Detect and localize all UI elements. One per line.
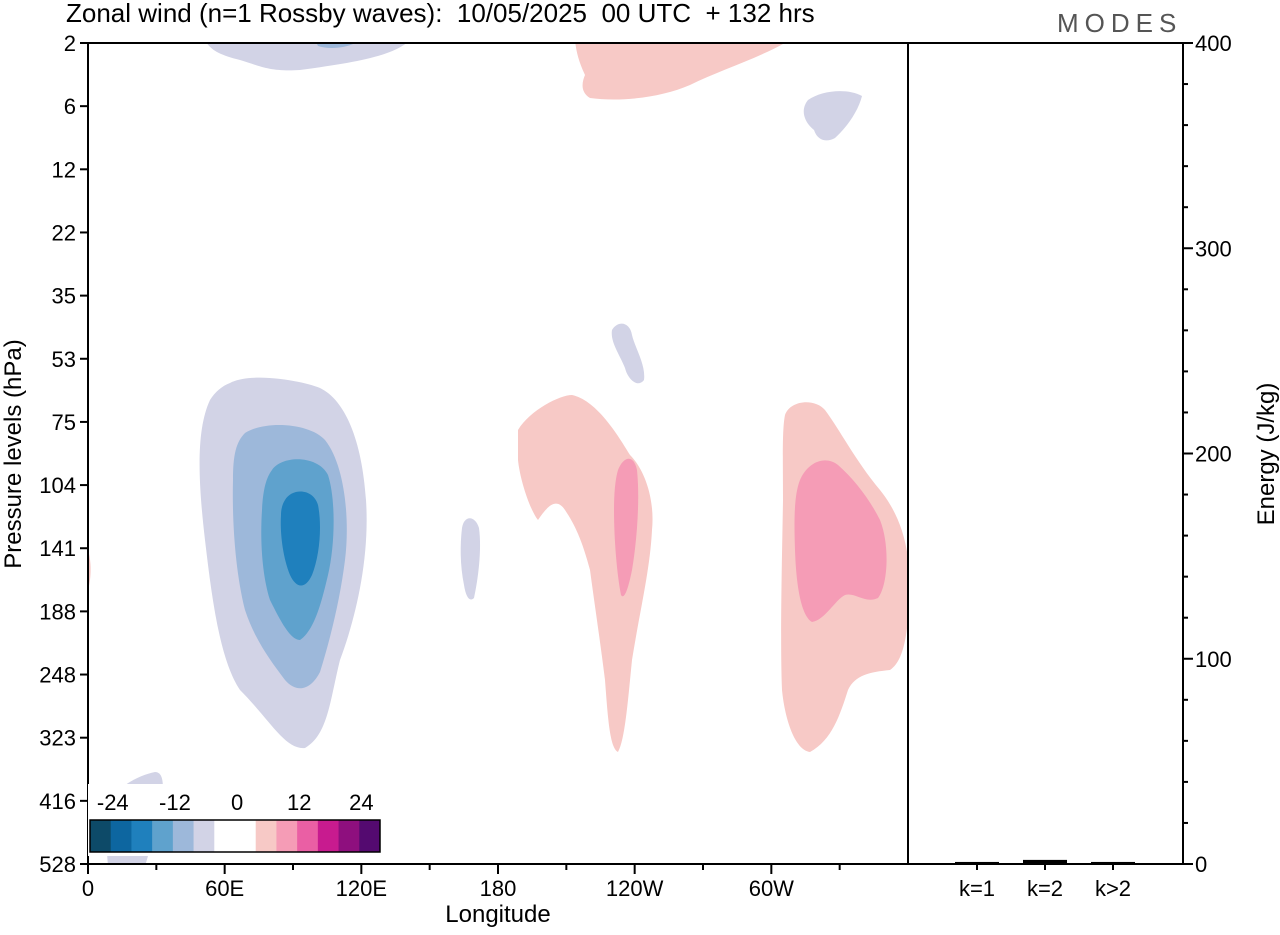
colorbar-swatch — [276, 820, 298, 852]
y-tick-label: 528 — [39, 852, 76, 877]
y-tick-label: 12 — [52, 157, 76, 182]
colorbar-swatch — [297, 820, 319, 852]
y-tick-label: 188 — [39, 599, 76, 624]
y-tick-label: 2 — [64, 31, 76, 56]
y-tick-label: 141 — [39, 536, 76, 561]
energy-category-label: k=2 — [1027, 876, 1063, 901]
colorbar: -24 -12 0 12 24 — [88, 784, 382, 856]
y-tick-label: 75 — [52, 410, 76, 435]
x-tick-label: 180 — [480, 876, 517, 901]
energy-bar — [955, 861, 999, 864]
contour-neg-blob-141 — [460, 518, 481, 600]
contour-neg-blob-53 — [611, 323, 645, 384]
colorbar-swatch — [90, 820, 112, 852]
contour-neg-blob-6 — [803, 91, 862, 141]
colorbar-swatch — [359, 820, 381, 852]
colorbar-swatch — [255, 820, 277, 852]
colorbar-swatch — [110, 820, 132, 852]
contour-neg-top-left — [206, 43, 407, 71]
colorbar-swatch — [193, 820, 215, 852]
y-tick-label: 416 — [39, 789, 76, 814]
energy-bar — [1091, 861, 1135, 864]
y-tick-label: 104 — [39, 473, 76, 498]
x-axis-label: Longitude — [445, 901, 550, 928]
modes-logo: MODES — [1057, 8, 1183, 38]
contour-field — [88, 43, 908, 864]
contour-pos-right-level2 — [794, 460, 887, 622]
contour-pos-mid-level1 — [518, 395, 653, 752]
colorbar-label: -12 — [159, 790, 191, 815]
energy-tick-label: 400 — [1195, 31, 1232, 56]
colorbar-swatch — [131, 820, 153, 852]
x-tick-label: 120W — [606, 876, 664, 901]
y-tick-label: 53 — [52, 347, 76, 372]
colorbar-label: -24 — [97, 790, 129, 815]
y-tick-label: 35 — [52, 284, 76, 309]
energy-axes: 0 100 200 300 400 — [908, 31, 1232, 877]
chart-title: Zonal wind (n=1 Rossby waves): 10/05/202… — [66, 0, 815, 28]
energy-tick-label: 200 — [1195, 442, 1232, 467]
y-axis-label: Pressure levels (hPa) — [0, 339, 27, 568]
colorbar-swatch — [214, 820, 236, 852]
contour-neg-level4 — [280, 491, 320, 586]
colorbar-label: 12 — [287, 790, 311, 815]
energy-tick-label: 100 — [1195, 647, 1232, 672]
y-tick-label: 248 — [39, 663, 76, 688]
x-tick-label: 120E — [336, 876, 387, 901]
energy-tick-label: 300 — [1195, 236, 1232, 261]
energy-axis-label: Energy (J/kg) — [1253, 383, 1280, 526]
colorbar-label: 24 — [349, 790, 373, 815]
y-tick-label: 6 — [64, 94, 76, 119]
x-tick-label: 60E — [205, 876, 244, 901]
contour-neg-top-left-core — [316, 43, 356, 48]
energy-bars: k=1 k=2 k>2 — [955, 859, 1135, 901]
x-tick-label: 0 — [82, 876, 94, 901]
energy-category-label: k=1 — [959, 876, 995, 901]
colorbar-label: 0 — [231, 790, 243, 815]
colorbar-swatch — [172, 820, 195, 852]
colorbar-frame — [89, 819, 381, 853]
energy-category-label: k>2 — [1095, 876, 1131, 901]
energy-bar — [1023, 859, 1067, 864]
x-tick-label: 60W — [749, 876, 794, 901]
colorbar-swatch — [235, 820, 257, 852]
contour-pos-top — [575, 43, 785, 100]
y-tick-label: 22 — [52, 220, 76, 245]
colorbar-swatch — [317, 820, 340, 852]
contour-pos-mid-level2 — [614, 458, 639, 597]
energy-tick-label: 0 — [1195, 852, 1207, 877]
colorbar-swatch — [152, 820, 174, 852]
y-tick-label: 323 — [39, 726, 76, 751]
colorbar-swatch — [338, 820, 360, 852]
